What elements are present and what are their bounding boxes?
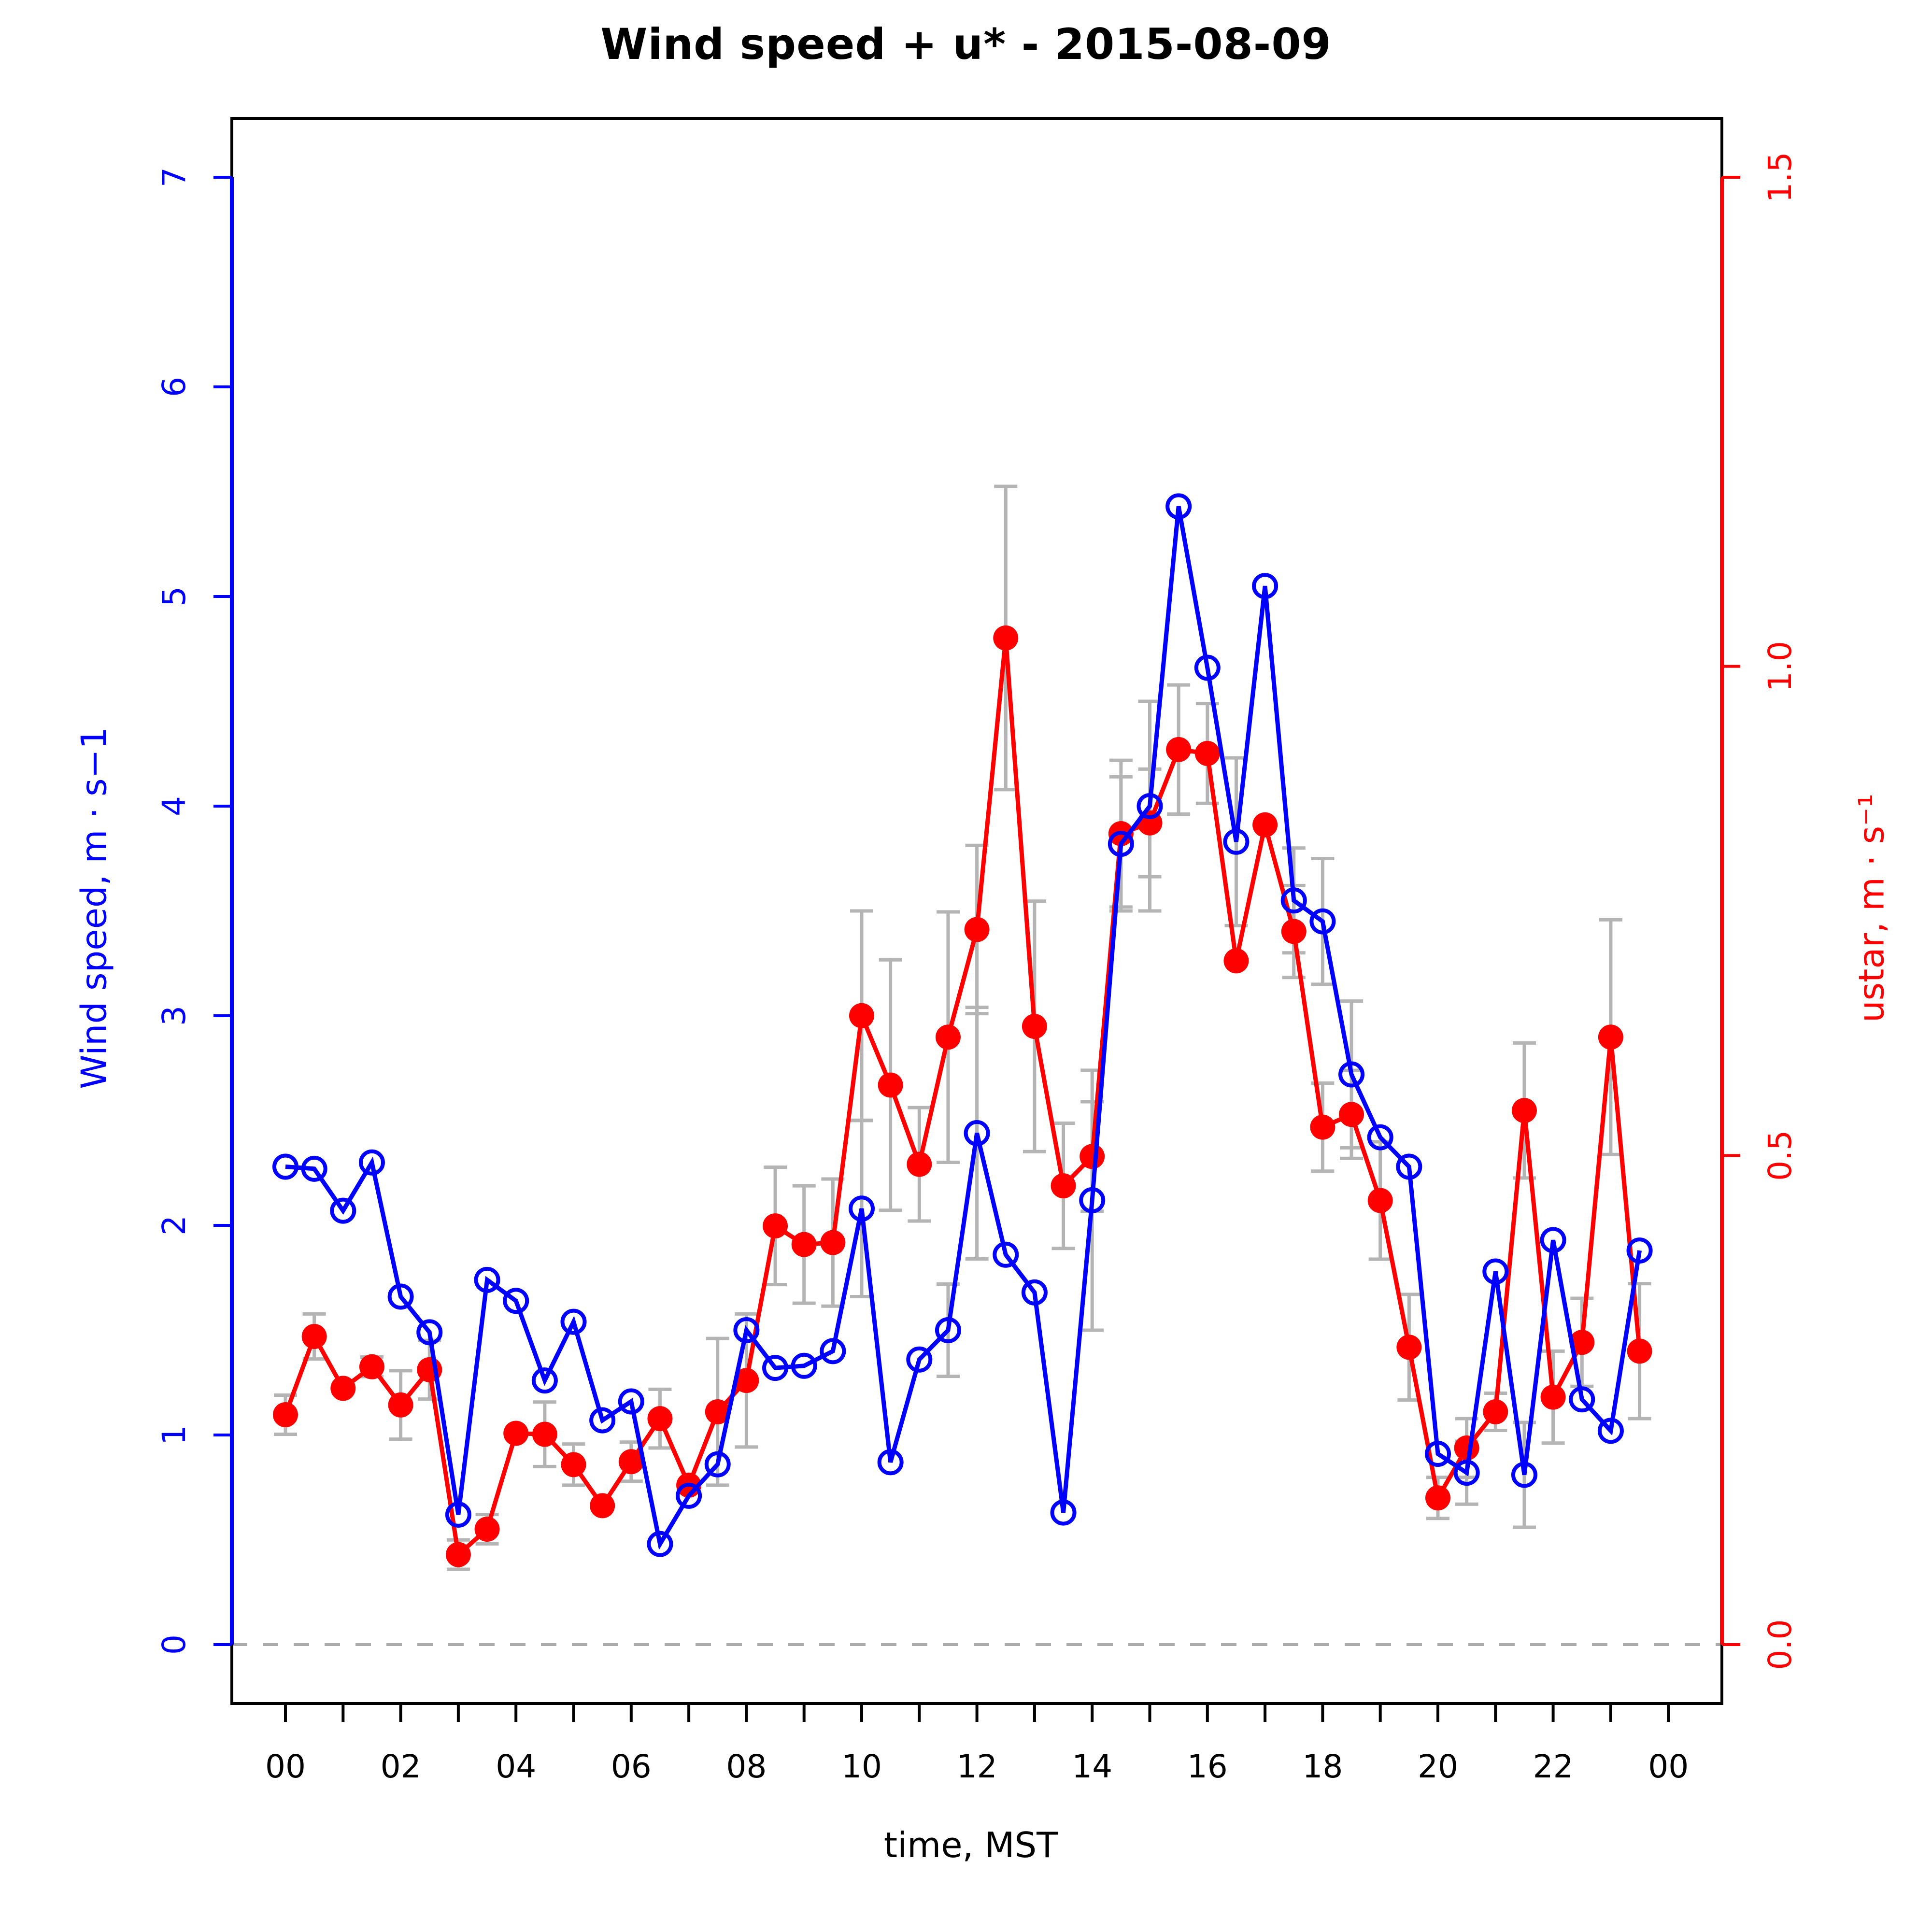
wind-speed-series — [272, 493, 1653, 1557]
svg-text:02: 02 — [381, 1748, 421, 1785]
right-axis: 0.0 0.5 1.0 1.5 ustar, m · s⁻¹ — [1720, 152, 1892, 1670]
svg-text:14: 14 — [1072, 1748, 1112, 1785]
svg-text:16: 16 — [1187, 1748, 1228, 1785]
svg-text:0.5: 0.5 — [1762, 1130, 1799, 1181]
svg-text:10: 10 — [841, 1748, 882, 1785]
error-bars — [274, 484, 1651, 1571]
svg-text:20: 20 — [1418, 1748, 1458, 1785]
svg-text:04: 04 — [496, 1748, 536, 1785]
svg-text:1: 1 — [156, 1425, 193, 1445]
x-axis-label: time, MST — [884, 1825, 1058, 1865]
bottom-axis: 00 02 04 06 08 10 12 14 16 18 20 22 00 time, MST — [265, 1704, 1689, 1865]
svg-text:0.0: 0.0 — [1762, 1619, 1799, 1670]
svg-text:00: 00 — [1648, 1748, 1689, 1785]
svg-text:06: 06 — [611, 1748, 652, 1785]
left-axis: 0 1 2 3 4 5 6 7 Wind speed, m · s−1 — [74, 167, 234, 1655]
right-axis-label: ustar, m · s⁻¹ — [1851, 794, 1892, 1023]
svg-text:1.5: 1.5 — [1762, 152, 1799, 203]
ustar-series — [273, 625, 1652, 1567]
svg-text:00: 00 — [265, 1748, 306, 1785]
svg-text:18: 18 — [1302, 1748, 1343, 1785]
svg-text:1.0: 1.0 — [1762, 641, 1799, 692]
svg-text:5: 5 — [156, 586, 193, 607]
svg-text:2: 2 — [156, 1215, 193, 1236]
svg-text:3: 3 — [156, 1006, 193, 1026]
chart-title: Wind speed + u* - 2015-08-09 — [600, 19, 1332, 69]
left-axis-label: Wind speed, m · s−1 — [74, 727, 114, 1089]
svg-text:12: 12 — [957, 1748, 997, 1785]
svg-text:22: 22 — [1533, 1748, 1574, 1785]
svg-text:4: 4 — [156, 796, 193, 816]
svg-text:0: 0 — [156, 1634, 193, 1655]
svg-text:6: 6 — [156, 377, 193, 397]
svg-text:08: 08 — [726, 1748, 767, 1785]
svg-text:7: 7 — [156, 167, 193, 187]
